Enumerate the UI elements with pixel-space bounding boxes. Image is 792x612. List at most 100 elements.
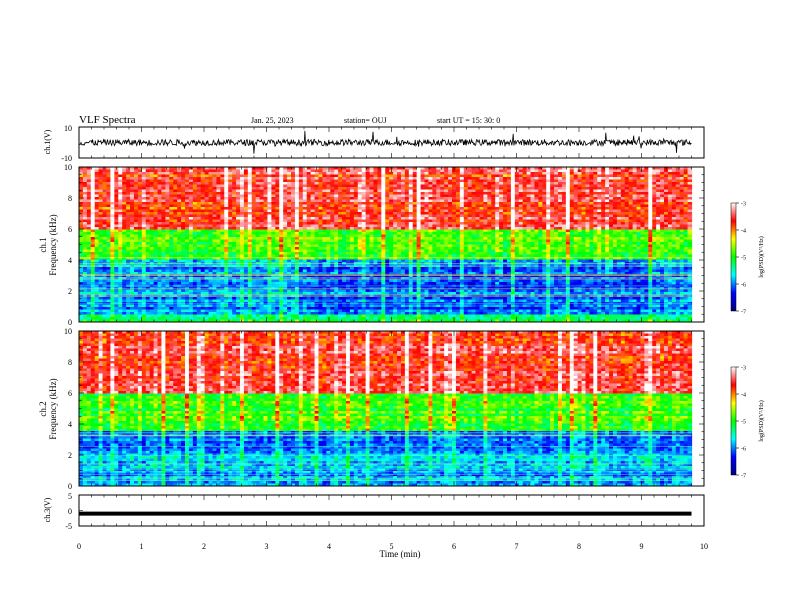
spectrogram-cell: [393, 174, 398, 178]
spectrogram-cell: [326, 212, 331, 216]
spectrogram-cell: [200, 239, 206, 243]
spectrogram-cell: [133, 204, 139, 208]
spectrogram-cell: [118, 209, 123, 213]
spectrogram-cell: [365, 199, 371, 203]
spectrogram-cell: [192, 182, 198, 186]
spectrogram-cell: [593, 237, 598, 241]
spectrogram-cell: [236, 192, 241, 196]
spectrogram-cell: [444, 222, 449, 226]
spectrogram-cell: [620, 209, 626, 213]
spectrogram-cell: [165, 212, 170, 216]
spectrogram-cell: [404, 242, 410, 246]
spectrogram-cell: [683, 187, 689, 191]
spectrogram-cell: [632, 199, 638, 203]
spectrogram-cell: [514, 187, 520, 191]
spectrogram-cell: [334, 214, 339, 218]
spectrogram-cell: [98, 217, 104, 221]
spectrogram-cell: [185, 189, 190, 193]
spectrogram-cell: [79, 174, 84, 178]
spectrogram-cell: [648, 219, 653, 223]
spectrogram-cell: [90, 209, 96, 213]
spectrogram-cell: [577, 174, 583, 178]
spectrogram-cell: [291, 189, 296, 193]
spectrogram-cell: [110, 207, 115, 211]
spectrogram-cell: [185, 174, 190, 178]
spectrogram-cell: [389, 209, 394, 213]
spectrogram-cell: [165, 219, 170, 223]
spectrogram-cell: [628, 174, 634, 178]
spectrogram-cell: [554, 224, 559, 228]
spectrogram-cell: [145, 194, 151, 198]
spectrogram-cell: [683, 237, 689, 241]
spectrogram-cell: [377, 212, 382, 216]
spectrogram-cell: [459, 197, 465, 201]
spectrogram-cell: [652, 219, 657, 223]
spectrogram-cell: [145, 177, 151, 181]
spectrogram-cell: [181, 239, 186, 243]
spectrogram-cell: [192, 237, 198, 241]
spectrogram-cell: [369, 199, 375, 203]
spectrogram-cell: [141, 189, 147, 193]
spectrogram-cell: [589, 179, 594, 183]
spectrogram-cell: [522, 232, 528, 236]
spectrogram-cell: [530, 237, 536, 241]
spectrogram-cell: [255, 234, 261, 238]
spectrogram-cell: [444, 219, 449, 223]
spectrogram-cell: [224, 232, 229, 236]
spectrogram-cell: [102, 169, 108, 173]
spectrogram-cell: [298, 209, 304, 213]
spectrogram-cell: [459, 169, 465, 173]
spectrogram-cell: [216, 237, 221, 241]
spectrogram-cell: [302, 187, 308, 191]
spectrogram-cell: [679, 237, 685, 241]
spectrogram-cell: [291, 217, 296, 221]
spectrogram-cell: [98, 237, 104, 241]
spectrogram-cell: [79, 194, 84, 198]
spectrogram-cell: [554, 222, 559, 226]
spectrogram-cell: [612, 209, 618, 213]
spectrogram-cell: [255, 207, 261, 211]
spectrogram-cell: [224, 242, 229, 246]
spectrogram-cell: [624, 194, 630, 198]
spectrogram-cell: [133, 182, 139, 186]
spectrogram-cell: [345, 189, 351, 193]
spectrogram-cell: [102, 184, 108, 188]
spectrogram-cell: [581, 179, 587, 183]
spectrogram-cell: [381, 219, 386, 223]
spectrogram-cell: [558, 172, 563, 176]
spectrogram-cell: [660, 229, 665, 233]
spectrogram-cell: [302, 217, 308, 221]
spectrogram-cell: [499, 232, 504, 236]
spectrogram-cell: [247, 189, 253, 193]
spectrogram-cell: [550, 179, 555, 183]
spectrogram-cell: [542, 184, 547, 188]
spectrogram-cell: [432, 179, 437, 183]
spectrogram-cell: [357, 194, 363, 198]
spectrogram-cell: [361, 197, 367, 201]
spectrogram-cell: [538, 169, 543, 173]
spectrogram-cell: [271, 199, 276, 203]
spectrogram-cell: [440, 214, 445, 218]
spectrogram-cell: [660, 179, 665, 183]
spectrogram-cell: [609, 179, 614, 183]
spectrogram-cell: [404, 169, 410, 173]
spectrogram-cell: [98, 172, 104, 176]
spectrogram-cell: [94, 189, 100, 193]
spectrogram-cell: [467, 197, 473, 201]
spectrogram-cell: [373, 167, 378, 171]
spectrogram-cell: [122, 207, 127, 211]
spectrogram-cell: [279, 167, 284, 171]
spectrogram-cell: [236, 169, 241, 173]
spectrogram-cell: [255, 224, 261, 228]
spectrogram-cell: [79, 189, 84, 193]
spectrogram-cell: [228, 189, 233, 193]
spectrogram-cell: [106, 187, 112, 191]
spectrogram-cell: [605, 174, 610, 178]
spectrogram-cell: [318, 169, 324, 173]
spectrogram-cell: [224, 204, 229, 208]
spectrogram-cell: [157, 212, 163, 216]
spectrogram-cell: [412, 177, 418, 181]
spectrogram-cell: [412, 189, 418, 193]
spectrogram-cell: [165, 209, 170, 213]
spectrogram-cell: [550, 224, 555, 228]
